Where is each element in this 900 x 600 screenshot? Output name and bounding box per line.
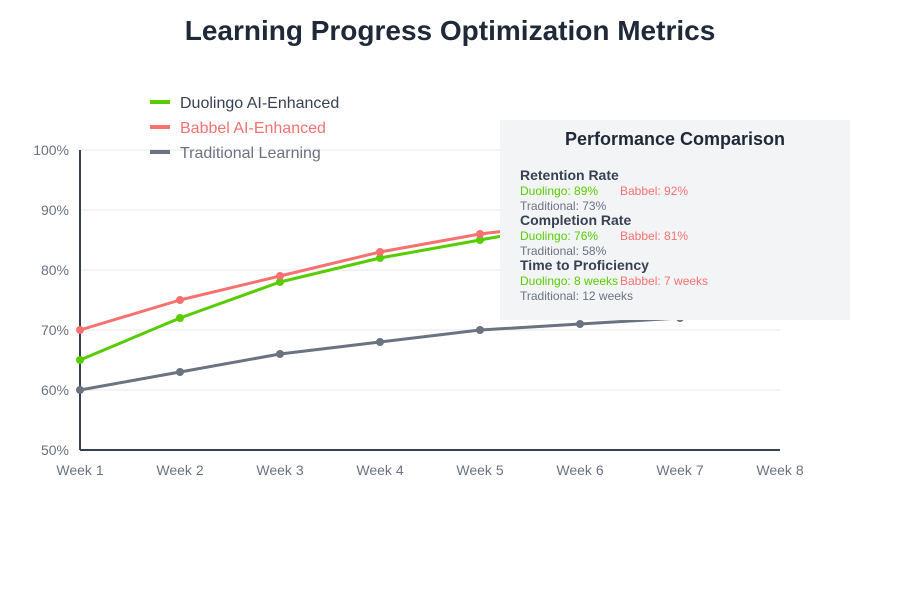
x-tick-label: Week 4 [356, 462, 403, 478]
data-point [476, 326, 484, 334]
metric-traditional-value: Traditional: 58% [520, 244, 607, 258]
data-point [176, 368, 184, 376]
metric-name: Retention Rate [520, 167, 619, 183]
metric-babbel-value: Babbel: 7 weeks [620, 274, 708, 288]
data-point [176, 314, 184, 322]
x-tick-label: Week 5 [456, 462, 503, 478]
data-point [476, 230, 484, 238]
panel-title: Performance Comparison [565, 129, 785, 149]
metric-traditional-value: Traditional: 73% [520, 199, 607, 213]
x-tick-label: Week 8 [756, 462, 803, 478]
metric-duolingo-value: Duolingo: 8 weeks [520, 274, 618, 288]
legend-label: Duolingo AI-Enhanced [180, 95, 339, 112]
performance-comparison-panel: Performance Comparison Retention RateDuo… [500, 120, 850, 320]
x-tick-label: Week 1 [56, 462, 103, 478]
data-point [76, 356, 84, 364]
metric-name: Time to Proficiency [520, 257, 649, 273]
panel-background [500, 120, 850, 320]
metric-traditional-value: Traditional: 12 weeks [520, 289, 633, 303]
y-tick-label: 60% [41, 382, 69, 398]
data-point [276, 278, 284, 286]
data-point [76, 386, 84, 394]
legend: Duolingo AI-Enhanced Babbel AI-Enhanced Tr… [150, 95, 339, 162]
x-tick-label: Week 6 [556, 462, 603, 478]
data-point [276, 272, 284, 280]
y-tick-label: 100% [33, 142, 69, 158]
metric-duolingo-value: Duolingo: 89% [520, 184, 598, 198]
x-tick-label: Week 7 [656, 462, 703, 478]
metric-duolingo-value: Duolingo: 76% [520, 229, 598, 243]
y-tick-label: 70% [41, 322, 69, 338]
y-tick-label: 80% [41, 262, 69, 278]
data-point [176, 296, 184, 304]
chart-title: Learning Progress Optimization Metrics [185, 15, 716, 46]
data-point [376, 254, 384, 262]
x-tick-label: Week 3 [256, 462, 303, 478]
legend-label: Babbel AI-Enhanced [180, 120, 326, 137]
data-point [376, 338, 384, 346]
x-tick-label: Week 2 [156, 462, 203, 478]
data-point [376, 248, 384, 256]
y-tick-label: 90% [41, 202, 69, 218]
metric-babbel-value: Babbel: 81% [620, 229, 688, 243]
data-point [76, 326, 84, 334]
data-point [476, 236, 484, 244]
metric-name: Completion Rate [520, 212, 631, 228]
axis-layer: 50% 60% 70% 80% 90% 100% Week 1 Week 2 Week 3 Wee… [33, 142, 804, 478]
y-tick-label: 50% [41, 442, 69, 458]
legend-label: Traditional Learning [180, 145, 321, 162]
series-line [79, 310, 781, 392]
data-point [276, 350, 284, 358]
data-point [576, 320, 584, 328]
metric-babbel-value: Babbel: 92% [620, 184, 688, 198]
